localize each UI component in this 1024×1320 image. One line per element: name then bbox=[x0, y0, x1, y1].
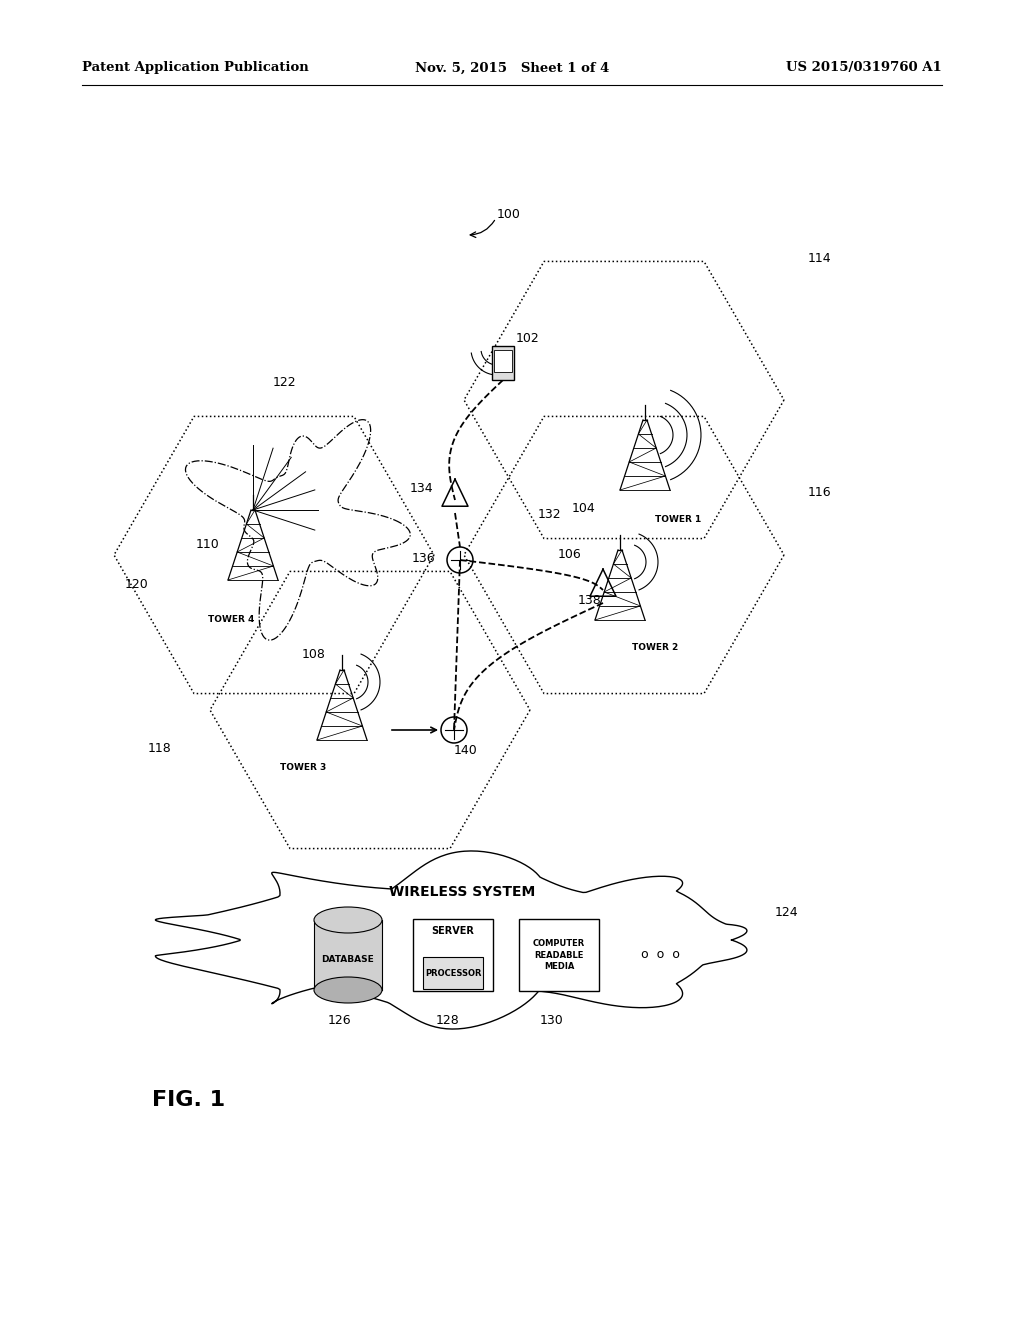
Bar bbox=[423, 957, 483, 989]
Text: 108: 108 bbox=[302, 648, 326, 661]
Text: 102: 102 bbox=[516, 331, 540, 345]
Text: 114: 114 bbox=[808, 252, 831, 264]
Text: 116: 116 bbox=[808, 487, 831, 499]
Text: 138: 138 bbox=[578, 594, 602, 606]
Text: TOWER 2: TOWER 2 bbox=[632, 644, 678, 652]
Text: PROCESSOR: PROCESSOR bbox=[425, 969, 481, 978]
Bar bbox=[519, 919, 599, 991]
Bar bbox=[494, 350, 512, 372]
Text: 118: 118 bbox=[148, 742, 172, 755]
Text: Patent Application Publication: Patent Application Publication bbox=[82, 62, 309, 74]
Ellipse shape bbox=[314, 977, 382, 1003]
Text: 136: 136 bbox=[412, 552, 435, 565]
Text: COMPUTER
READABLE
MEDIA: COMPUTER READABLE MEDIA bbox=[532, 939, 585, 972]
Text: 100: 100 bbox=[497, 209, 521, 222]
Ellipse shape bbox=[314, 907, 382, 933]
Text: 110: 110 bbox=[196, 539, 220, 552]
Text: 124: 124 bbox=[775, 906, 799, 919]
Text: US 2015/0319760 A1: US 2015/0319760 A1 bbox=[786, 62, 942, 74]
Text: 104: 104 bbox=[572, 502, 596, 515]
Text: FIG. 1: FIG. 1 bbox=[152, 1090, 225, 1110]
Text: 126: 126 bbox=[328, 1014, 351, 1027]
Text: TOWER 3: TOWER 3 bbox=[280, 763, 327, 772]
Polygon shape bbox=[156, 851, 746, 1030]
Text: 132: 132 bbox=[538, 508, 561, 521]
Polygon shape bbox=[185, 420, 411, 640]
Text: SERVER: SERVER bbox=[431, 927, 474, 936]
Text: TOWER 1: TOWER 1 bbox=[655, 516, 701, 524]
Bar bbox=[492, 346, 514, 380]
Text: 130: 130 bbox=[540, 1014, 564, 1027]
Text: DATABASE: DATABASE bbox=[322, 956, 375, 965]
Text: 106: 106 bbox=[558, 549, 582, 561]
Bar bbox=[413, 919, 493, 991]
Text: o  o  o: o o o bbox=[641, 949, 680, 961]
Text: 120: 120 bbox=[125, 578, 148, 591]
Text: WIRELESS SYSTEM: WIRELESS SYSTEM bbox=[389, 884, 536, 899]
Bar bbox=[314, 920, 382, 990]
Text: 140: 140 bbox=[454, 743, 478, 756]
Text: 134: 134 bbox=[410, 482, 433, 495]
Text: Nov. 5, 2015   Sheet 1 of 4: Nov. 5, 2015 Sheet 1 of 4 bbox=[415, 62, 609, 74]
Text: 128: 128 bbox=[436, 1014, 460, 1027]
Text: TOWER 4: TOWER 4 bbox=[208, 615, 254, 624]
Text: 122: 122 bbox=[273, 375, 297, 388]
